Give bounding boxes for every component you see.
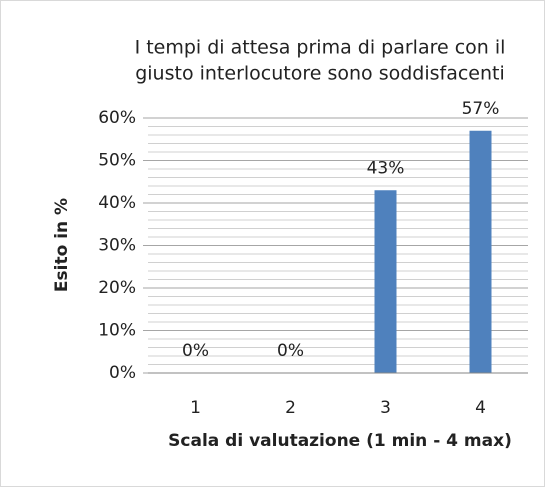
- y-tick-label: 0%: [109, 363, 136, 383]
- x-tick-label: 2: [285, 398, 296, 418]
- y-tick-label: 50%: [98, 151, 136, 171]
- data-label: 43%: [367, 158, 405, 178]
- chart-title: giusto interlocutore sono soddisfacenti: [135, 63, 505, 85]
- y-tick-label: 60%: [98, 108, 136, 128]
- y-tick-label: 30%: [98, 236, 136, 256]
- data-label: 0%: [277, 341, 304, 361]
- x-tick-label: 4: [475, 398, 486, 418]
- y-tick-label: 20%: [98, 278, 136, 298]
- data-label: 0%: [182, 341, 209, 361]
- y-tick-label: 40%: [98, 193, 136, 213]
- x-axis-title: Scala di valutazione (1 min - 4 max): [168, 431, 512, 451]
- data-label: 57%: [462, 99, 500, 119]
- x-tick-label: 1: [190, 398, 201, 418]
- y-tick-label: 10%: [98, 321, 136, 341]
- y-axis-title: Esito in %: [52, 198, 72, 292]
- bar: [469, 130, 492, 373]
- bar: [374, 190, 397, 373]
- chart-title: I tempi di attesa prima di parlare con i…: [135, 37, 506, 59]
- x-tick-label: 3: [380, 398, 391, 418]
